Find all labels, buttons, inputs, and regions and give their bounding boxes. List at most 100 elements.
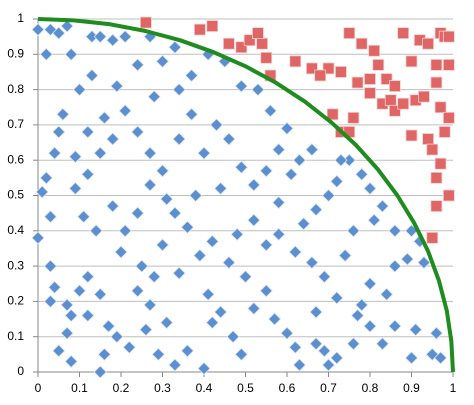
point [184,68,199,83]
point [388,104,401,117]
point [309,203,323,217]
point [343,27,356,40]
x-tick-label: 0.5 [237,381,254,395]
point [43,210,58,224]
point [247,213,261,227]
point [172,83,186,97]
point [247,301,261,316]
point [131,284,145,298]
point [434,157,447,170]
point [400,252,414,266]
point [201,287,215,301]
point [430,171,443,184]
y-tick-label: 0 [17,364,24,378]
point [39,171,53,185]
x-tick-label: 0.6 [279,381,296,395]
point [351,76,364,89]
point [131,125,145,139]
point [426,231,439,244]
point [347,111,360,124]
point [309,305,323,319]
x-tick-label: 0 [35,381,42,395]
point [214,305,228,319]
point [267,312,282,326]
point [43,259,58,273]
point [252,27,264,40]
point [430,58,443,71]
point [68,181,82,196]
point [388,224,402,238]
point [114,245,128,259]
point [64,308,78,323]
point [422,133,435,145]
point [189,188,203,203]
point [330,291,344,305]
point [272,227,286,241]
point [430,76,443,89]
point [131,58,145,72]
point [143,178,157,192]
point [272,143,286,157]
point [106,33,120,47]
point [93,287,107,301]
point [272,195,286,210]
point [214,181,228,196]
point [292,153,307,167]
point [193,248,207,263]
point [305,143,319,157]
point [230,227,244,241]
point [375,199,390,213]
point [85,68,99,83]
point [81,167,95,181]
point [234,79,248,93]
point [305,256,319,270]
point [131,206,145,220]
y-tick-label: 0.7 [7,117,24,131]
y-tick-label: 0.8 [7,82,24,96]
point [263,104,277,118]
point [180,344,194,358]
point [234,160,248,174]
point [314,69,327,82]
point [438,126,451,138]
point [60,326,74,340]
point [64,47,78,61]
point [118,104,132,118]
point [280,326,294,340]
point [372,58,385,71]
point [363,181,377,196]
y-tick-label: 1 [17,11,24,25]
point [243,34,256,47]
point [81,125,95,139]
point [409,323,423,337]
point [160,192,174,206]
point [180,220,194,234]
point [417,256,431,270]
point [89,224,103,238]
point [330,351,344,365]
point [234,347,248,361]
point [338,248,352,263]
point [168,206,182,220]
point [147,270,161,284]
point [380,73,393,85]
point [101,319,116,333]
point [404,351,419,365]
point [48,146,62,160]
point [430,200,443,212]
point [93,30,107,44]
point [168,40,182,54]
point [72,284,87,298]
point [322,62,335,75]
point [139,323,153,337]
point [317,344,331,358]
point [168,358,182,372]
x-tick-label: 0.1 [71,381,88,395]
point [222,256,236,270]
x-tick-label: 0.3 [154,381,171,395]
point [172,132,186,146]
point [72,83,87,97]
point [321,188,336,203]
point [155,164,170,178]
point [346,224,360,238]
